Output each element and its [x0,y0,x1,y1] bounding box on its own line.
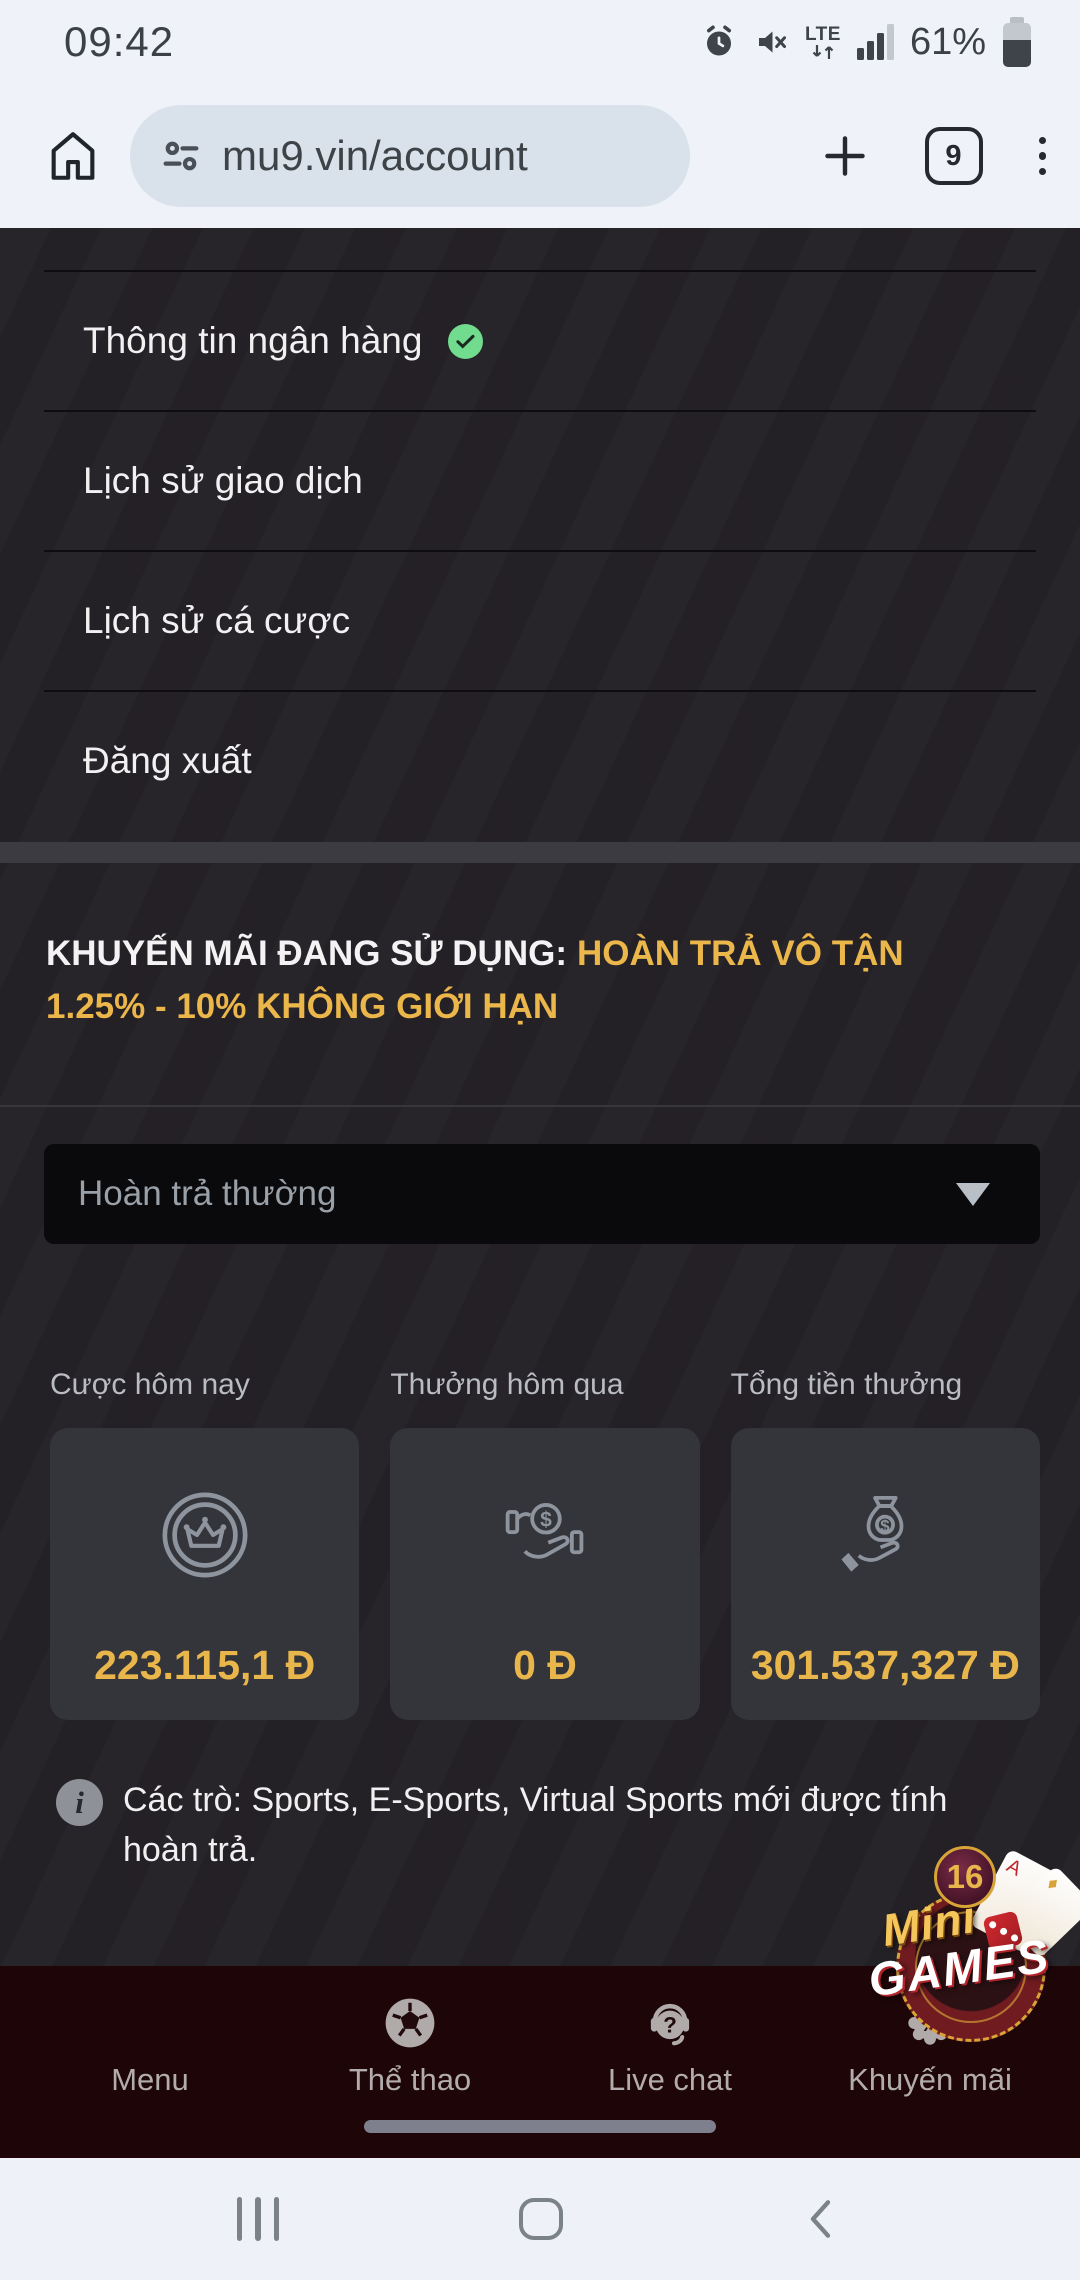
menu-item-transaction-history[interactable]: Lịch sử giao dịch [44,410,1036,550]
chevron-down-icon [956,1182,990,1206]
verified-check-icon [448,323,484,359]
rebate-type-select[interactable]: Hoàn trả thường [44,1144,1040,1244]
android-navigation-bar [0,2158,1080,2280]
stat-total-reward: Tổng tiền thưởng $ 301.537,327 Đ [730,1368,1040,1720]
menu-item-bet-history[interactable]: Lịch sử cá cược [44,550,1036,690]
rebate-type-value: Hoàn trả thường [78,1174,337,1213]
new-tab-button[interactable] [817,128,873,184]
section-divider [0,842,1080,863]
svg-text:?: ? [663,2012,677,2037]
coin-crown-icon [158,1428,252,1641]
promo-label: KHUYẾN MÃI ĐANG SỬ DỤNG: [46,934,567,973]
clock: 09:42 [64,18,175,65]
stats-row: Cược hôm nay 223.115,1 Đ Thưởng hôm qua [0,1368,1080,1720]
browser-menu-button[interactable] [1035,133,1051,180]
battery-percent: 61% [909,20,986,63]
browser-home-button[interactable] [44,127,102,185]
svg-text:$: $ [881,1516,891,1535]
headset-question-icon: ? [640,1992,700,2054]
moneybag-hand-icon: $ [840,1428,930,1641]
promo-section: KHUYẾN MÃI ĐANG SỬ DỤNG: HOÀN TRẢ VÔ TẬN … [0,863,1080,1107]
minigames-floating-button[interactable]: A ♦ Mini GAMES 16 [865,1846,1080,2042]
site-settings-icon[interactable] [158,133,204,179]
android-home-button[interactable] [519,2198,564,2240]
menu-item-bank-info[interactable]: Thông tin ngân hàng [44,270,1036,410]
svg-text:$: $ [540,1508,552,1531]
tab-switcher-button[interactable]: 9 [924,127,983,185]
promo-value: HOÀN TRẢ VÔ TẬN 1.25% - 10% KHÔNG GIỚI H… [46,934,904,1026]
stat-card: $ 0 Đ [390,1428,700,1720]
soccer-ball-icon [380,1992,440,2054]
address-bar[interactable]: mu9.vin/account [130,105,690,207]
bottom-navigation: Menu Thể thao ? Live chat [0,1966,1080,2158]
gesture-home-indicator[interactable] [364,2120,716,2133]
status-icons: LTE 61% [701,17,1032,67]
info-icon: i [56,1779,103,1826]
rebate-note: i Các trò: Sports, E-Sports, Virtual Spo… [0,1775,1080,1875]
note-text: Các trò: Sports, E-Sports, Virtual Sport… [123,1781,948,1869]
account-menu: Thông tin ngân hàng Lịch sử giao dịch Lị… [0,270,1080,830]
nav-item-live-chat[interactable]: ? Live chat [585,1992,755,2098]
mute-icon [753,24,789,60]
signal-bars-icon [856,24,894,60]
nav-item-sports[interactable]: Thể thao [325,1992,495,2098]
alarm-icon [701,24,737,60]
back-button[interactable] [803,2195,843,2243]
stat-card: $ 301.537,327 Đ [730,1428,1040,1720]
stat-card: 223.115,1 Đ [50,1428,360,1720]
menu-grid-icon [122,1992,179,2054]
url-text: mu9.vin/account [222,132,528,179]
tab-count: 9 [945,139,962,172]
page-content: Thông tin ngân hàng Lịch sử giao dịch Lị… [0,228,1080,1966]
menu-item-logout[interactable]: Đăng xuất [44,690,1036,830]
notification-badge: 16 [934,1846,996,1908]
hand-coin-icon: $ [499,1428,591,1641]
battery-icon [1002,17,1032,67]
browser-toolbar: mu9.vin/account 9 [0,84,1080,228]
recents-button[interactable] [236,2197,280,2241]
status-bar: 09:42 LTE 61% [0,0,1080,84]
stat-bet-today: Cược hôm nay 223.115,1 Đ [50,1368,360,1720]
stat-reward-yesterday: Thưởng hôm qua $ 0 Đ [390,1368,700,1720]
lte-network-icon: LTE [805,25,841,60]
nav-item-menu[interactable]: Menu [65,1992,235,2098]
promo-text: KHUYẾN MÃI ĐANG SỬ DỤNG: HOÀN TRẢ VÔ TẬN … [46,927,1010,1033]
